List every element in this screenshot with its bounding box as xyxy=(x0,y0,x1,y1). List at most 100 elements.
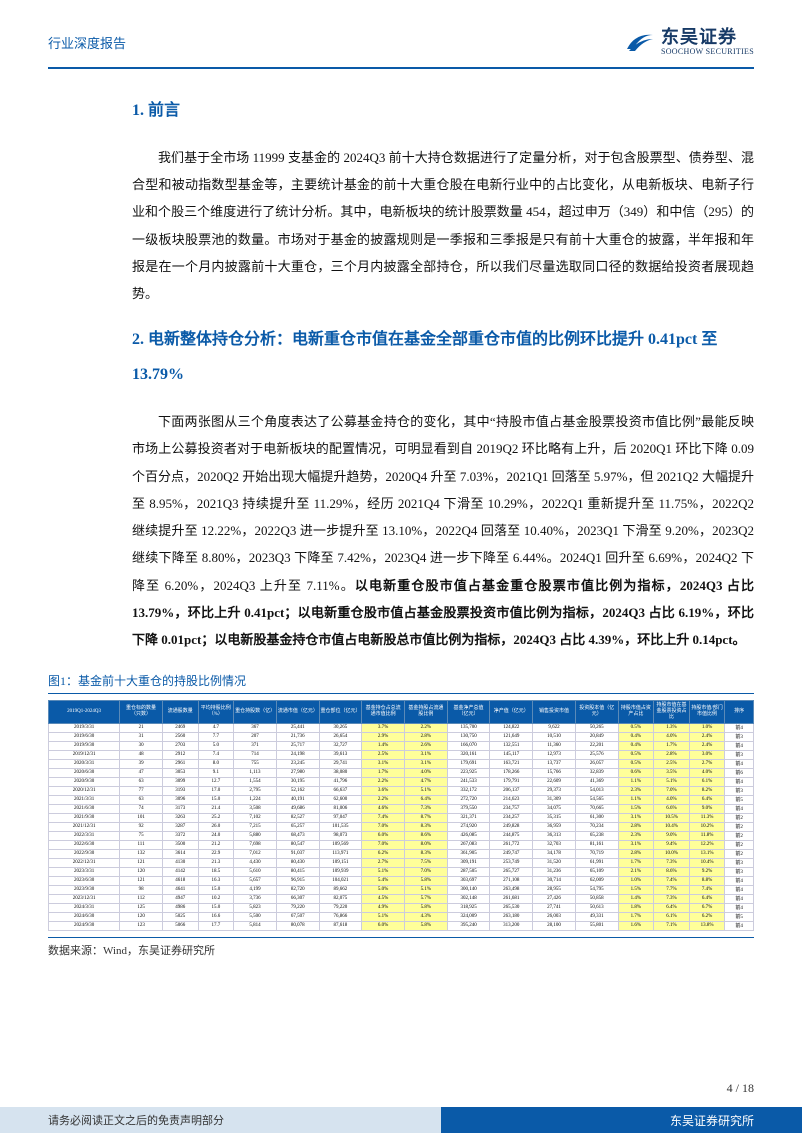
table-cell: 24,198 xyxy=(276,750,319,759)
table-row: 2023/12/31112494710.23,73666,30782,0754.… xyxy=(49,894,754,903)
table-cell: 26,003 xyxy=(533,912,576,921)
table-cell: 2.6% xyxy=(404,741,447,750)
table-cell: 66,637 xyxy=(319,786,362,795)
table-cell: 121,649 xyxy=(490,732,533,741)
table-cell: 31 xyxy=(120,732,163,741)
table-cell: 2.1% xyxy=(618,867,654,876)
table-cell: 6.7% xyxy=(689,903,725,912)
table-cell: 25,576 xyxy=(575,750,618,759)
table-cell: 41,796 xyxy=(319,777,362,786)
table-cell: 30 xyxy=(120,741,163,750)
table-cell: 6.6% xyxy=(654,804,690,813)
table-cell: 5.1% xyxy=(654,777,690,786)
table-cell: 121 xyxy=(120,858,163,867)
table-cell: 321,371 xyxy=(447,813,490,822)
table-cell: 2023/9/30 xyxy=(49,885,120,894)
table-cell: 313,200 xyxy=(490,921,533,930)
table-cell: 4,199 xyxy=(234,885,277,894)
table-cell: 70,234 xyxy=(575,822,618,831)
table-cell: 132 xyxy=(120,849,163,858)
table-cell: 267,083 xyxy=(447,840,490,849)
table-row: 2024/9/30123506617.75,81480,07887,6186.0… xyxy=(49,921,754,930)
table-cell: 4.7 xyxy=(198,723,234,732)
table-cell: 2961 xyxy=(162,759,198,768)
table-cell: 1.7% xyxy=(362,768,405,777)
table-cell: 6.1% xyxy=(689,777,725,786)
table-cell: 30,265 xyxy=(319,723,362,732)
table-cell: 2021/9/30 xyxy=(49,813,120,822)
table-cell: 2.9% xyxy=(362,732,405,741)
table-cell: 4.9% xyxy=(362,903,405,912)
company-logo: 东吴证券 SOOCHOW SECURITIES xyxy=(625,28,754,57)
table-cell: 4.0% xyxy=(689,768,725,777)
table-cell: 3099 xyxy=(162,777,198,786)
table-cell: 244,875 xyxy=(490,831,533,840)
table-cell: 50,858 xyxy=(575,894,618,903)
table-cell: 前2 xyxy=(725,840,754,849)
table-cell: 91,037 xyxy=(276,849,319,858)
table-cell: 2.2% xyxy=(404,723,447,732)
section-2-heading: 2. 电新整体持仓分析：电新重仓市值在基金全部重仓市值的比例环比提升 0.41p… xyxy=(132,322,754,392)
table-cell: 324,009 xyxy=(447,912,490,921)
table-cell: 21,736 xyxy=(276,732,319,741)
table-cell: 2.5% xyxy=(362,750,405,759)
table-cell: 6.4% xyxy=(689,795,725,804)
table-cell: 2.2% xyxy=(362,795,405,804)
table-cell: 7.7% xyxy=(654,885,690,894)
table-cell: 1.5% xyxy=(618,885,654,894)
table-cell: 7.7 xyxy=(198,732,234,741)
footer-disclaimer: 请务必阅读正文之后的免责声明部分 xyxy=(0,1107,441,1133)
table-cell: 3096 xyxy=(162,795,198,804)
table-cell: 125 xyxy=(120,903,163,912)
table-cell: 7,215 xyxy=(234,822,277,831)
table-cell: 76,866 xyxy=(319,912,362,921)
table-cell: 前2 xyxy=(725,849,754,858)
table-cell: 79,220 xyxy=(276,903,319,912)
table-cell: 2.7% xyxy=(689,759,725,768)
table-cell: 3.1% xyxy=(404,759,447,768)
table-cell: 2703 xyxy=(162,741,198,750)
table-cell: 30,195 xyxy=(276,777,319,786)
table-cell: 3053 xyxy=(162,768,198,777)
table-cell: 前4 xyxy=(725,894,754,903)
table-cell: 3.1% xyxy=(618,813,654,822)
table-cell: 35,315 xyxy=(533,813,576,822)
page-footer: 4 / 18 请务必阅读正文之后的免责声明部分 东吴证券研究所 xyxy=(0,1081,802,1133)
table-cell: 2019/6/30 xyxy=(49,732,120,741)
table-cell: 7.3% xyxy=(654,858,690,867)
table-row: 2020/9/3063309912.71,55430,19541,7962.2%… xyxy=(49,777,754,786)
table-cell: 332,172 xyxy=(447,786,490,795)
table-cell: 82,075 xyxy=(319,894,362,903)
table-cell: 1,224 xyxy=(234,795,277,804)
table-cell: 9.2% xyxy=(689,867,725,876)
table-header-cell: 流通市值（亿元） xyxy=(276,700,319,723)
table-cell: 5.1% xyxy=(404,786,447,795)
table-cell: 52,162 xyxy=(276,786,319,795)
table-cell: 2019/12/31 xyxy=(49,750,120,759)
table-cell: 67,507 xyxy=(276,912,319,921)
table-cell: 17.0 xyxy=(198,786,234,795)
table-cell: 379,550 xyxy=(447,804,490,813)
table-cell: 8.3% xyxy=(404,849,447,858)
table-cell: 49,686 xyxy=(276,804,319,813)
table-row: 2019/6/303125607.720721,73626,6542.9%2.8… xyxy=(49,732,754,741)
table-cell: 207 xyxy=(234,732,277,741)
table-cell: 2022/9/30 xyxy=(49,849,120,858)
table-cell: 3193 xyxy=(162,786,198,795)
table-cell: 20,849 xyxy=(575,732,618,741)
table-cell: 6.4% xyxy=(404,795,447,804)
table-cell: 22.9 xyxy=(198,849,234,858)
table-cell: 7.0% xyxy=(362,822,405,831)
table-cell: 7.3% xyxy=(654,894,690,903)
table-cell: 31,309 xyxy=(533,795,576,804)
table-cell: 10.4% xyxy=(689,858,725,867)
table-cell: 2022/6/30 xyxy=(49,840,120,849)
table-cell: 5.8% xyxy=(404,921,447,930)
figure-1-table: 2019Q1-2024Q3重仓标的数量（只数）流通股数量平均持股比例（%）重仓持… xyxy=(48,700,754,931)
table-cell: 39,613 xyxy=(319,750,362,759)
table-cell: 27,741 xyxy=(533,903,576,912)
table-cell: 5.1% xyxy=(362,867,405,876)
table-cell: 249,747 xyxy=(490,849,533,858)
table-cell: 2912 xyxy=(162,750,198,759)
table-cell: 2.3% xyxy=(618,786,654,795)
